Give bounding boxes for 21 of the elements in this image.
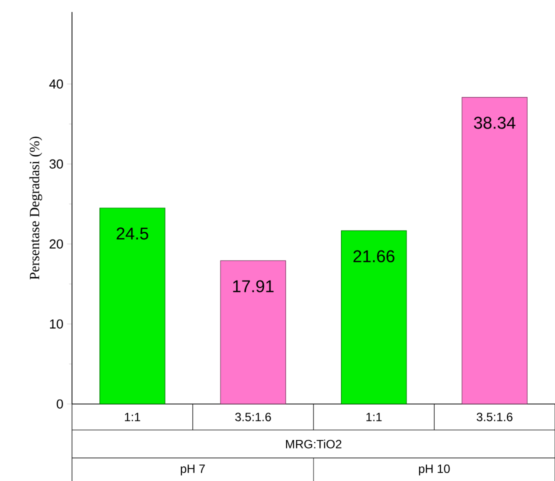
- data-label: 24.5: [116, 228, 148, 240]
- bar: [220, 260, 286, 404]
- data-label: 17.91: [233, 280, 274, 292]
- text: pH 7: [180, 464, 205, 476]
- x-tick-label: 3.5:1.6: [235, 412, 271, 422]
- x-tick-label: 1:1: [366, 412, 382, 422]
- bar: [462, 96, 528, 404]
- y-tick-label: 0: [56, 399, 63, 409]
- x-tick-label: 3.5:1.6: [476, 412, 512, 422]
- data-label: 21.66: [353, 250, 394, 262]
- text: pH 10: [419, 464, 450, 476]
- bar: [99, 208, 166, 404]
- y-axis-title: Persentase Degradasi (%): [29, 136, 42, 280]
- y-tick-label: 20: [50, 239, 63, 249]
- text: MRG:TiO2: [286, 440, 342, 448]
- y-tick-label: 10: [50, 319, 63, 329]
- y-tick-label: 30: [50, 159, 63, 169]
- y-tick-label: 40: [49, 79, 63, 89]
- bar: [340, 230, 407, 404]
- data-label: 38.34: [474, 116, 516, 129]
- x-tick-label: 1:1: [124, 412, 140, 422]
